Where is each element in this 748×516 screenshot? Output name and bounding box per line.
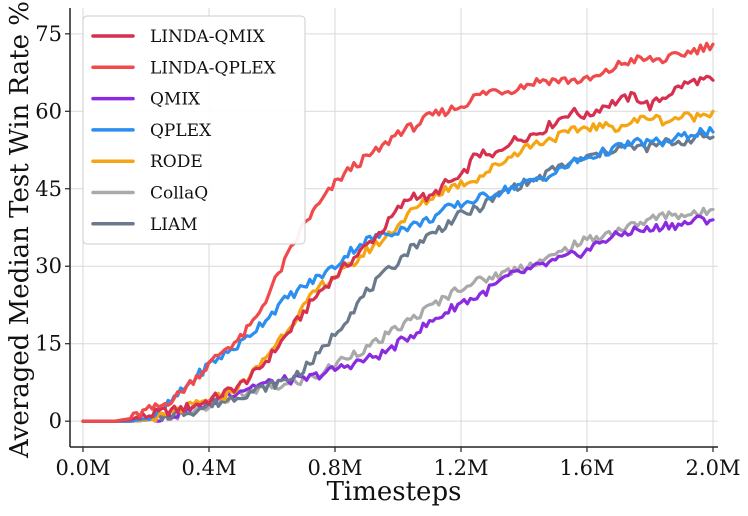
tick-labels: 0.0M 0.4M 0.8M 1.2M 1.6M 2.0M 0 15 30 45 60 75 [35, 22, 740, 480]
y-tick-label-3: 45 [35, 177, 62, 201]
y-tick-label-0: 0 [49, 409, 62, 433]
y-tick-label-5: 75 [35, 22, 62, 46]
legend-label-qmix: QMIX [150, 90, 201, 110]
legend-label-linda-qmix: LINDA-QMIX [150, 27, 266, 47]
x-tick-label-3: 1.2M [434, 456, 489, 480]
series-lines [81, 41, 715, 423]
legend: LINDA-QMIX LINDA-QPLEX QMIX QPLEX RODE CollaQ… [82, 15, 306, 245]
x-tick-label-5: 2.0M [686, 456, 741, 480]
series-line-linda-qplex [81, 41, 715, 423]
series-line-linda-qmix [81, 74, 715, 423]
axes [69, 8, 718, 448]
legend-label-collaq: CollaQ [150, 184, 208, 204]
x-tick-label-4: 1.6M [560, 456, 615, 480]
legend-label-linda-qplex: LINDA-QPLEX [150, 58, 277, 78]
y-tick-label-2: 30 [35, 254, 62, 278]
legend-label-liam: LIAM [150, 215, 198, 235]
legend-label-rode: RODE [150, 152, 203, 172]
y-tick-label-1: 15 [35, 332, 62, 356]
x-tick-label-1: 0.4M [182, 456, 237, 480]
x-tick-label-0: 0.0M [56, 456, 111, 480]
x-axis-label: Timesteps [327, 477, 462, 507]
y-tick-label-4: 60 [35, 99, 62, 123]
series-line-rode [81, 109, 715, 423]
legend-box [82, 15, 306, 245]
legend-label-qplex: QPLEX [150, 121, 212, 141]
y-axis-label: Averaged Median Test Win Rate % [5, 1, 35, 459]
x-tick-label-2: 0.8M [308, 456, 363, 480]
